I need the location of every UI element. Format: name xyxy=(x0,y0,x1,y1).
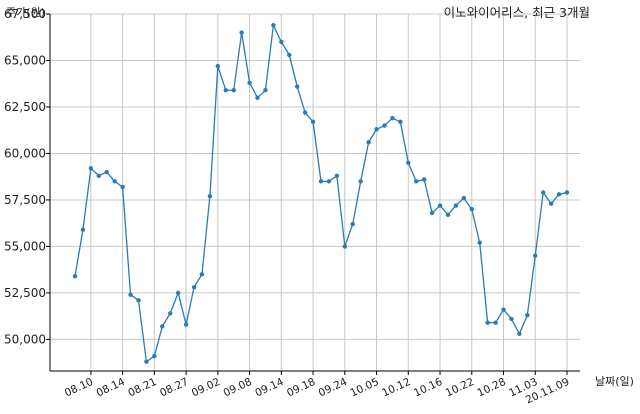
data-point xyxy=(72,273,78,279)
x-tick-label: 10.12 xyxy=(380,376,412,400)
y-axis-label: 주가(원) xyxy=(6,6,45,19)
x-tick-label: 10.16 xyxy=(412,376,445,400)
y-tick-label: 52,500 xyxy=(4,286,46,300)
data-point xyxy=(406,160,411,165)
data-point xyxy=(136,298,141,303)
data-point xyxy=(271,22,276,28)
data-point xyxy=(112,179,117,184)
chart-title: 이노와이어리스, 최근 3개월 xyxy=(444,5,590,20)
data-point xyxy=(533,253,538,258)
x-tick-label: 10.28 xyxy=(475,376,507,400)
data-point xyxy=(548,201,554,206)
x-tick-label: 08.21 xyxy=(126,376,158,400)
data-point xyxy=(326,179,332,184)
y-tick-label: 60,000 xyxy=(4,146,46,160)
data-point xyxy=(469,207,474,212)
data-point xyxy=(120,184,125,190)
data-point xyxy=(429,210,435,216)
data-point xyxy=(104,169,109,175)
y-tick-label: 65,000 xyxy=(4,53,46,67)
data-point xyxy=(437,203,443,208)
data-point xyxy=(199,272,205,277)
data-point xyxy=(556,192,562,197)
data-point xyxy=(191,285,197,290)
data-point xyxy=(564,190,570,195)
data-point xyxy=(501,307,506,312)
grid-lines xyxy=(50,13,580,371)
price-series-points xyxy=(72,22,570,364)
data-point xyxy=(96,173,102,178)
data-point xyxy=(477,240,482,245)
data-point xyxy=(263,88,268,93)
data-point xyxy=(168,311,173,316)
data-point xyxy=(175,290,181,296)
data-point xyxy=(540,190,546,195)
data-point xyxy=(350,221,355,227)
data-point xyxy=(461,195,467,201)
data-point xyxy=(525,313,530,318)
data-point xyxy=(374,127,379,132)
x-tick-label: 08.10 xyxy=(63,376,95,400)
data-point xyxy=(366,140,371,145)
data-point xyxy=(183,322,189,327)
data-point xyxy=(334,173,340,178)
data-point xyxy=(152,353,157,359)
data-point xyxy=(128,292,133,297)
data-point xyxy=(223,88,228,93)
data-point xyxy=(207,194,213,199)
x-tick-labels: 08.10 08.14 08.21 08.27 09.02 09.08 09.14 09.18… xyxy=(63,371,571,406)
data-point xyxy=(358,179,363,184)
x-tick-label: 09.02 xyxy=(190,376,222,400)
x-tick-label: 09.08 xyxy=(222,376,254,400)
y-tick-label: 55,000 xyxy=(4,239,46,253)
price-series-line xyxy=(74,22,568,363)
data-point xyxy=(421,177,427,182)
data-point xyxy=(445,212,451,218)
y-tick-labels: 50,000 52,500 55,000 57,500 60,000 62,500 65,0… xyxy=(4,7,50,346)
data-point xyxy=(247,80,252,85)
data-point xyxy=(509,316,514,322)
data-point xyxy=(144,359,149,364)
data-point xyxy=(517,331,522,337)
x-tick-label: 08.27 xyxy=(158,376,190,400)
y-tick-label: 67,500 xyxy=(4,7,46,21)
data-point xyxy=(279,39,284,45)
data-point xyxy=(231,88,236,93)
axes xyxy=(49,14,580,372)
data-point xyxy=(485,320,490,325)
data-point xyxy=(294,84,300,89)
data-point xyxy=(239,30,244,35)
x-tick-label: 09.18 xyxy=(285,376,317,400)
data-point xyxy=(287,52,292,58)
data-point xyxy=(382,123,387,128)
x-tick-label: 09.24 xyxy=(317,376,350,400)
x-tick-label: 08.14 xyxy=(95,376,128,400)
y-tick-label: 57,500 xyxy=(4,193,46,207)
data-point xyxy=(453,203,459,208)
data-point xyxy=(390,115,395,121)
data-point xyxy=(215,63,221,69)
data-point xyxy=(398,119,403,125)
data-point xyxy=(342,244,348,249)
data-point xyxy=(255,95,260,100)
data-point xyxy=(310,119,316,125)
data-point xyxy=(160,324,165,329)
data-point xyxy=(414,179,419,184)
x-tick-label: 10.05 xyxy=(348,376,380,400)
y-tick-label: 50,000 xyxy=(4,332,46,346)
data-point xyxy=(302,110,308,115)
x-axis-label: 날짜(일) xyxy=(595,374,634,388)
y-tick-label: 62,500 xyxy=(4,100,46,114)
x-tick-label: 10.22 xyxy=(444,376,476,400)
data-point xyxy=(80,227,86,232)
x-tick-label: 09.14 xyxy=(253,376,286,400)
data-point xyxy=(88,166,94,171)
data-point xyxy=(318,179,324,184)
data-point xyxy=(493,320,498,325)
